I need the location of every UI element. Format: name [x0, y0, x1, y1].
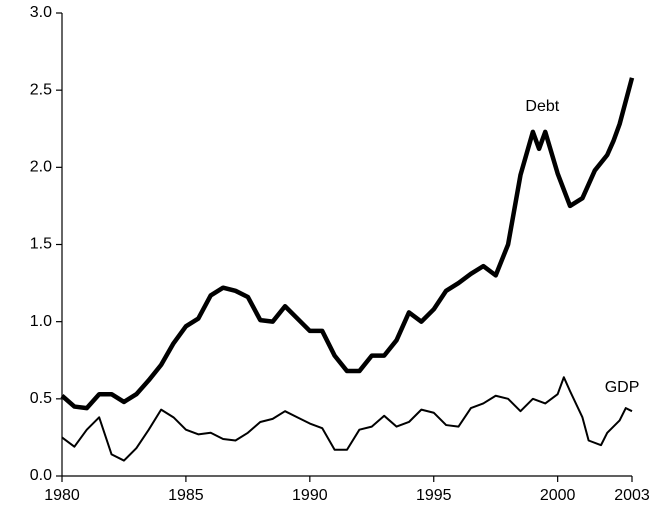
y-tick-label: 1.0 [30, 313, 52, 330]
line-gdp [61, 376, 633, 462]
line-debt [60, 77, 635, 411]
x-tick-label: 2003 [614, 487, 650, 504]
x-tick-label: 1980 [44, 487, 80, 504]
y-tick-label: 2.5 [30, 81, 52, 98]
series-label: GDP [605, 379, 640, 396]
y-tick-label: 1.5 [30, 236, 52, 253]
x-tick-label: 1990 [292, 487, 328, 504]
x-tick-label: 1995 [416, 487, 452, 504]
y-tick-label: 3.0 [30, 4, 52, 21]
series-label: Debt [525, 98, 559, 115]
x-tick-label: 2000 [540, 487, 576, 504]
y-tick-label: 0.0 [30, 467, 52, 484]
y-tick-label: 2.0 [30, 159, 52, 176]
y-tick-label: 0.5 [30, 390, 52, 407]
x-tick-label: 1985 [168, 487, 204, 504]
